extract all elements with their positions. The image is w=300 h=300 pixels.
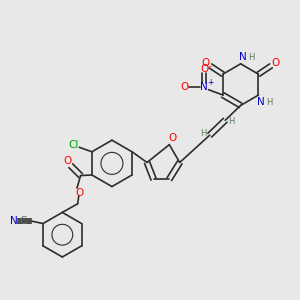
Text: O: O — [168, 133, 176, 143]
Text: O: O — [200, 64, 208, 74]
Text: O: O — [272, 58, 280, 68]
Text: N: N — [257, 97, 265, 106]
Text: N: N — [10, 216, 18, 226]
Text: +: + — [207, 78, 214, 87]
Text: N: N — [200, 82, 208, 92]
Text: N: N — [239, 52, 247, 62]
Text: H: H — [229, 117, 235, 126]
Text: -: - — [208, 62, 211, 71]
Text: O: O — [63, 156, 71, 166]
Text: O: O — [75, 188, 83, 198]
Text: O: O — [202, 58, 210, 68]
Text: H: H — [248, 53, 254, 62]
Text: C: C — [20, 216, 27, 226]
Text: O: O — [180, 82, 188, 92]
Text: Cl: Cl — [69, 140, 79, 150]
Text: H: H — [200, 129, 206, 138]
Text: H: H — [266, 98, 272, 107]
